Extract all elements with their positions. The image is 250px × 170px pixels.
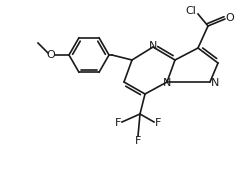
Text: N: N <box>163 78 171 88</box>
Text: N: N <box>149 41 157 51</box>
Text: O: O <box>46 50 56 60</box>
Text: N: N <box>211 78 219 88</box>
Text: F: F <box>135 136 141 146</box>
Text: Cl: Cl <box>186 6 196 16</box>
Text: O: O <box>226 13 234 23</box>
Text: F: F <box>155 118 161 128</box>
Text: F: F <box>115 118 121 128</box>
